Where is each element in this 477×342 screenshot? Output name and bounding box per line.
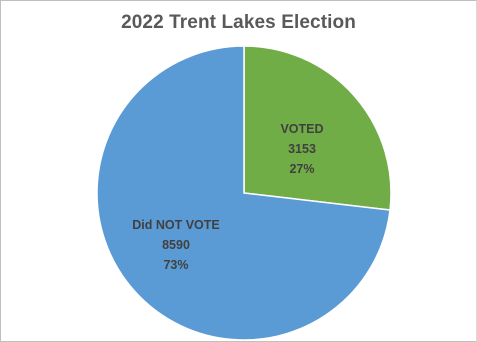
data-label-did-not-vote-value: 8590 xyxy=(162,238,190,252)
data-label-voted-label: VOTED xyxy=(280,122,323,136)
chart-title: 2022 Trent Lakes Election xyxy=(121,12,356,33)
data-label-did-not-vote-label: Did NOT VOTE xyxy=(132,218,220,232)
pie-slice-voted xyxy=(243,45,392,211)
pie-slice-did-not-vote xyxy=(96,45,391,341)
data-label-voted-value: 3153 xyxy=(288,142,316,156)
data-label-did-not-vote-percent: 73% xyxy=(163,258,188,272)
data-label-voted-percent: 27% xyxy=(289,162,314,176)
